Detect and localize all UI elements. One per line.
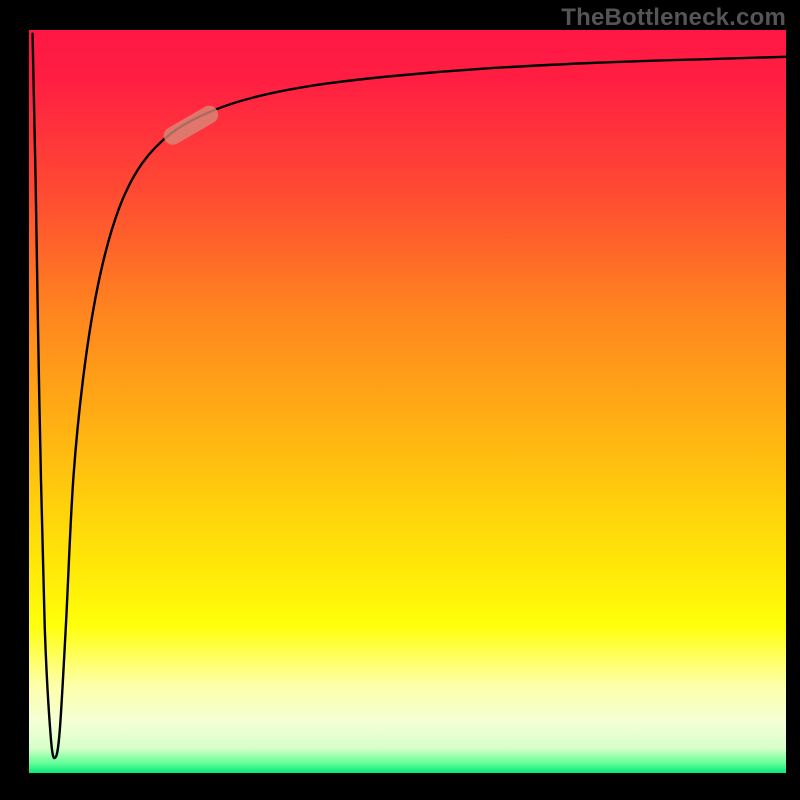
bottleneck-chart (0, 0, 800, 800)
chart-container: TheBottleneck.com (0, 0, 800, 800)
attribution-label: TheBottleneck.com (561, 4, 786, 32)
plot-area (28, 30, 786, 774)
